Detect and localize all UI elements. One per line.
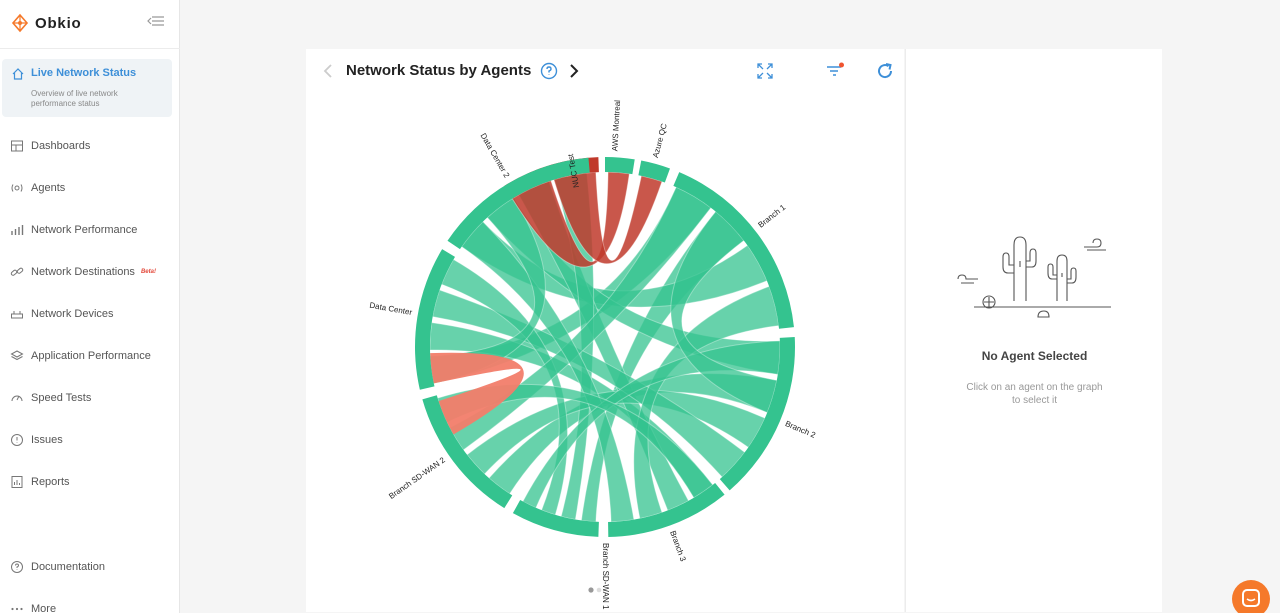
sidebar-item-network-performance[interactable]: Network Performance	[0, 218, 180, 242]
agent-arc-branch-3[interactable]	[608, 483, 725, 537]
sidebar-item-label: Issues	[31, 434, 63, 446]
cactus-illustration-icon	[957, 236, 1111, 318]
sidebar-item-label: Reports	[31, 476, 70, 488]
agent-arc-data-center[interactable]	[415, 249, 455, 390]
agent-label[interactable]: Branch 2	[784, 419, 817, 440]
sidebar-item-label: Application Performance	[31, 350, 151, 362]
agent-arc-branch-sd-wan-2[interactable]	[422, 395, 513, 509]
report-icon	[11, 476, 23, 488]
chevron-left-icon[interactable]	[318, 61, 338, 81]
sidebar-item-speed-tests[interactable]: Speed Tests	[0, 386, 180, 410]
agent-arc-branch-sd-wan-1[interactable]	[512, 500, 599, 537]
layers-icon	[10, 350, 24, 361]
page-title: Network Status by Agents	[346, 62, 532, 79]
beta-badge: Beta!	[140, 269, 156, 275]
sidebar-item-network-devices[interactable]: Network Devices	[0, 302, 180, 326]
sidebar-item-documentation[interactable]: Documentation	[0, 555, 180, 579]
agent-arc-azure-qc[interactable]	[638, 160, 670, 183]
sidebar-item-application-performance[interactable]: Application Performance	[0, 344, 180, 368]
fullscreen-icon[interactable]	[755, 61, 775, 81]
sidebar-item-label: Network Destinations	[31, 266, 135, 278]
dashboard-icon	[11, 140, 23, 152]
sidebar-item-label: Live Network Status	[31, 67, 137, 79]
pagination-dots[interactable]	[585, 585, 605, 595]
sidebar-item-reports[interactable]: Reports	[0, 470, 180, 494]
home-icon	[12, 68, 24, 80]
chat-button[interactable]	[1232, 580, 1270, 613]
logo[interactable]: Obkio	[10, 12, 82, 34]
gauge-icon	[11, 395, 23, 402]
sidebar-item-issues[interactable]: Issues	[0, 428, 180, 452]
sidebar-item-agents[interactable]: Agents	[0, 176, 180, 200]
sidebar-item-dashboards[interactable]: Dashboards	[0, 134, 180, 158]
sidebar-item-more[interactable]: More	[0, 597, 180, 613]
agent-icon	[11, 184, 23, 192]
agent-label[interactable]: Branch 3	[668, 530, 688, 564]
logo-text: Obkio	[35, 14, 82, 32]
no-agent-title: No Agent Selected	[981, 349, 1088, 363]
agent-arc-aws-montreal[interactable]	[605, 157, 635, 175]
sidebar-item-label: Speed Tests	[31, 392, 92, 404]
sidebar-item-label: Network Performance	[31, 224, 138, 236]
filter-icon[interactable]	[825, 61, 845, 81]
alert-circle-icon	[11, 434, 23, 446]
sidebar-item-network-destinations[interactable]: Network Destinations Beta!	[0, 260, 180, 284]
agent-label[interactable]: Branch 1	[756, 202, 787, 229]
bar-chart-icon	[11, 225, 24, 235]
sidebar-item-label: Dashboards	[31, 140, 91, 152]
agent-details-panel: No Agent Selected Click on an agent on t…	[905, 49, 1162, 612]
sidebar-item-label: Agents	[31, 182, 66, 194]
sidebar: Obkio Live Network Status Overview of li…	[0, 0, 180, 613]
agent-arc-branch-1[interactable]	[673, 172, 794, 329]
sidebar-item-label: Documentation	[31, 561, 105, 573]
obkio-logo-icon	[11, 13, 29, 33]
link-icon	[10, 267, 24, 276]
chord-ribbon[interactable]	[460, 220, 635, 523]
sidebar-item-live-network-status[interactable]: Live Network Status Overview of live net…	[2, 59, 172, 117]
sidebar-item-label: More	[31, 603, 57, 613]
network-status-card: Network Status by Agents NUC Test AWS Mon…	[306, 49, 904, 612]
chevron-right-icon[interactable]	[564, 61, 584, 81]
sidebar-divider	[0, 48, 180, 49]
agent-arc-branch-2[interactable]	[719, 337, 795, 491]
agent-label[interactable]: Data Center 2	[479, 132, 512, 180]
sidebar-item-description: Overview of live network performance sta…	[31, 89, 118, 108]
refresh-icon[interactable]	[875, 61, 895, 81]
chord-ribbon-warning[interactable]	[430, 352, 524, 435]
sidebar-item-label: Network Devices	[31, 308, 114, 320]
router-icon	[11, 311, 23, 319]
agent-label[interactable]: AWS Montreal	[610, 100, 622, 152]
agent-label[interactable]: Azure QC	[651, 122, 669, 158]
agent-arc-data-center-2[interactable]	[447, 157, 590, 250]
agent-label[interactable]: Branch SD-WAN 2	[387, 455, 447, 501]
chat-icon	[1242, 589, 1260, 607]
chord-ribbon-critical[interactable]	[511, 171, 630, 268]
chord-ribbon[interactable]	[522, 340, 781, 509]
question-circle-icon	[11, 561, 23, 573]
no-agent-description: Click on an agent on the graph to select…	[966, 382, 1103, 406]
agent-label[interactable]: Data Center	[369, 301, 413, 317]
agent-label[interactable]: Branch SD-WAN 1	[601, 543, 610, 610]
collapse-sidebar-icon[interactable]	[147, 14, 165, 28]
more-icon	[11, 607, 23, 611]
help-icon[interactable]	[539, 61, 559, 81]
